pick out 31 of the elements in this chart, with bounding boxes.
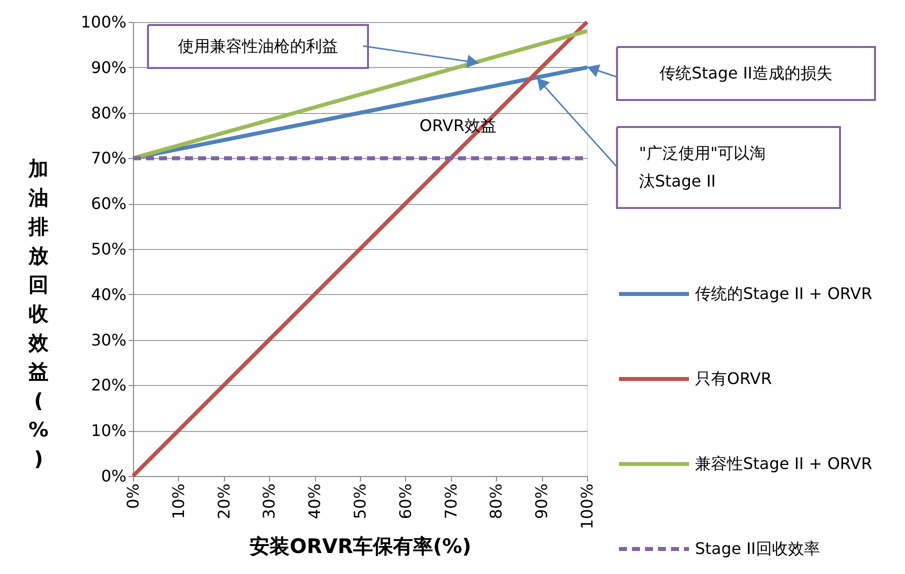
y-tick-label: 0% — [101, 466, 126, 486]
x-tick-label: 90% — [532, 484, 552, 520]
y-tick-label: 50% — [90, 240, 126, 258]
legend-label: Stage II回收效率 — [695, 539, 820, 558]
x-tick-label: 10% — [168, 484, 188, 520]
y-tick-label: 90% — [90, 58, 126, 77]
x-tick-label: 0% — [124, 484, 142, 509]
x-tick-label: 80% — [486, 484, 506, 520]
x-tick-label: 40% — [305, 484, 324, 520]
x-tick-label: 50% — [350, 484, 370, 520]
y-tick-label: 80% — [90, 103, 126, 122]
x-tick-label: 30% — [260, 484, 279, 520]
y-tick-label: 100% — [80, 12, 126, 32]
x-tick-label: 100% — [578, 484, 596, 530]
y-tick-label: 30% — [90, 330, 126, 350]
y-tick-label: 10% — [90, 421, 126, 440]
y-tick-label: 60% — [90, 194, 126, 214]
text: 传统Stage II造成的损失 — [660, 64, 832, 82]
x-tick-label: 70% — [441, 484, 460, 520]
x-tick-label: 20% — [214, 484, 234, 520]
y-tick-label: 40% — [90, 284, 126, 304]
x-axis-title: 安装ORVR车保有率(%) — [250, 534, 472, 558]
text: 加油排放回收效益(%) — [28, 156, 49, 470]
legend-label: 只有ORVR — [695, 369, 772, 388]
annotation: 使用兼容性油枪的利益 — [178, 36, 338, 56]
legend-label: 传统的Stage II + ORVR — [695, 284, 872, 303]
legend-label: 兼容性Stage II + ORVR — [695, 454, 872, 473]
text: "广泛使用"可以淘汰Stage II — [639, 144, 766, 190]
y-tick-label: 70% — [90, 148, 126, 168]
y-tick-label: 20% — [90, 376, 126, 395]
x-tick-label: 60% — [396, 484, 415, 520]
